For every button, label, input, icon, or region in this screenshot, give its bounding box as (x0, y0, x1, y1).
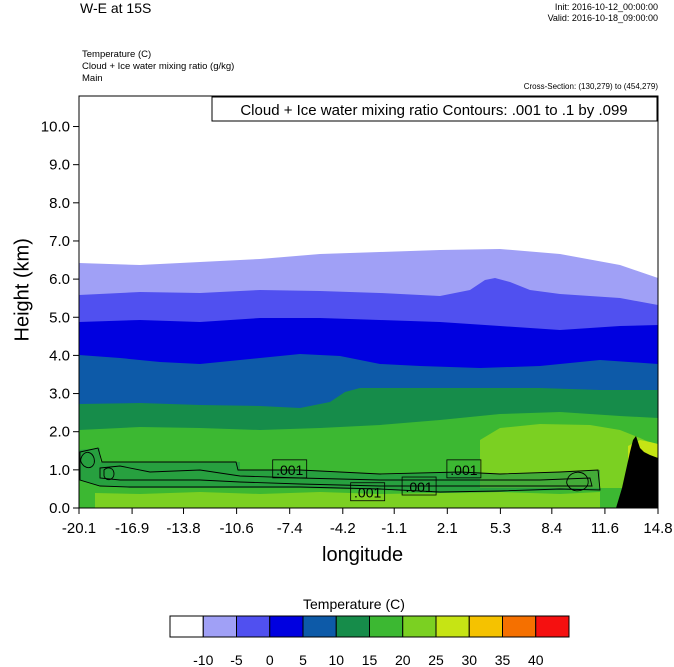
colorbar-swatch (535, 615, 570, 638)
terrain (616, 436, 658, 508)
x-axis: -20.1 -16.9 -13.8 -10.6 -7.4 -4.2 -1.1 2.1 5.3 8.… (62, 508, 673, 537)
colorbar-title: Temperature (C) (303, 596, 405, 612)
colorbar-swatch (502, 615, 537, 638)
y-tick-label: 0.0 (49, 500, 70, 517)
chart-title: Cloud + Ice water mixing ratio Contours:… (240, 102, 627, 119)
colorbar-swatch (468, 615, 503, 638)
y-tick-label: 3.0 (49, 386, 70, 403)
x-tick-label: 5.3 (490, 520, 511, 537)
colorbar-swatch (302, 615, 337, 638)
y-tick-label: 2.0 (49, 424, 70, 441)
cross-section-label: Cross-Section: (130,279) to (454,279) (523, 82, 658, 91)
chart-title-box: Cloud + Ice water mixing ratio Contours:… (211, 96, 658, 122)
colorbar-label: 0 (266, 652, 274, 667)
colorbar-label: -5 (230, 652, 243, 667)
cloud-contour-line-left-blob-2 (103, 467, 115, 481)
y-tick-label: 1.0 (49, 462, 70, 479)
contour-labels: .001 .001 .001 .001 (272, 459, 482, 502)
contour-label-box (350, 482, 386, 502)
cloud-contour-line-left-blob (80, 451, 95, 469)
cloud-contour-line-right-blob (566, 471, 589, 492)
colorbar-swatch (269, 615, 304, 638)
colorbar-swatch (369, 615, 404, 638)
contour-label: .001 (276, 462, 303, 478)
x-tick-label: -13.8 (166, 520, 200, 537)
field-label-temperature: Temperature (C) (82, 49, 152, 60)
plot-title: W-E at 15S (80, 0, 152, 16)
x-tick-label: -16.9 (115, 520, 149, 537)
cloud-ice-contour-lines (79, 447, 601, 493)
colorbar-label: 35 (495, 652, 511, 667)
x-tick-label: -1.1 (381, 520, 407, 537)
contour-label: .001 (450, 462, 477, 478)
colorbar: -10 -5 0 5 10 15 20 25 30 35 40 (169, 615, 570, 667)
valid-time: Valid: 2016-10-18_09:00:00 (547, 13, 658, 23)
cloud-contour-region (79, 448, 600, 493)
y-tick-label: 8.0 (49, 195, 70, 212)
contour-label-box (272, 459, 308, 479)
x-tick-label: -7.4 (277, 520, 303, 537)
y-tick-label: 9.0 (49, 157, 70, 174)
x-tick-label: -20.1 (62, 520, 96, 537)
x-tick-label: 11.6 (591, 520, 619, 537)
y-tick-label: 4.0 (49, 347, 70, 364)
contour-label: .001 (354, 485, 381, 501)
colorbar-label: -10 (193, 652, 213, 667)
colorbar-swatch (169, 615, 204, 638)
x-tick-label: -4.2 (330, 520, 356, 537)
x-tick-label: 14.8 (643, 520, 672, 537)
y-tick-label: 7.0 (49, 233, 70, 250)
cloud-contour-line-outer (79, 447, 601, 493)
colorbar-label: 25 (428, 652, 444, 667)
contour-label-box (401, 476, 437, 496)
x-tick-label: 2.1 (437, 520, 458, 537)
colorbar-label: 5 (299, 652, 307, 667)
y-axis-title: Height (km) (11, 238, 34, 342)
colorbar-label: 40 (528, 652, 544, 667)
colorbar-label: 30 (461, 652, 477, 667)
field-label-cloud-ice: Cloud + Ice water mixing ratio (g/kg) (82, 61, 235, 72)
init-time: Init: 2016-10-12_00:00:00 (554, 2, 658, 12)
plot-frame (78, 95, 659, 509)
y-axis: 0.0 1.0 2.0 3.0 4.0 5.0 6.0 7.0 8.0 9.0 10.0 (41, 119, 79, 517)
y-tick-label: 10.0 (41, 119, 70, 136)
x-tick-label: -10.6 (220, 520, 254, 537)
colorbar-swatch (202, 615, 237, 638)
chart-title-frame (211, 96, 658, 122)
temperature-filled-contours (79, 96, 658, 508)
contour-label-box (446, 459, 482, 479)
colorbar-swatch (236, 615, 271, 638)
temp-band-near-surface-warm (95, 492, 600, 508)
field-label-main: Main (82, 73, 103, 84)
colorbar-swatch (335, 615, 370, 638)
colorbar-label: 15 (362, 652, 378, 667)
x-tick-label: 8.4 (541, 520, 562, 537)
colorbar-swatch (402, 615, 437, 638)
x-axis-title: longitude (322, 544, 404, 566)
colorbar-swatch (435, 615, 470, 638)
colorbar-label: 10 (328, 652, 344, 667)
cloud-contour-line-inner (99, 465, 593, 487)
y-tick-label: 6.0 (49, 271, 70, 288)
contour-label: .001 (405, 479, 432, 495)
colorbar-label: 20 (395, 652, 411, 667)
y-tick-label: 5.0 (49, 309, 70, 326)
